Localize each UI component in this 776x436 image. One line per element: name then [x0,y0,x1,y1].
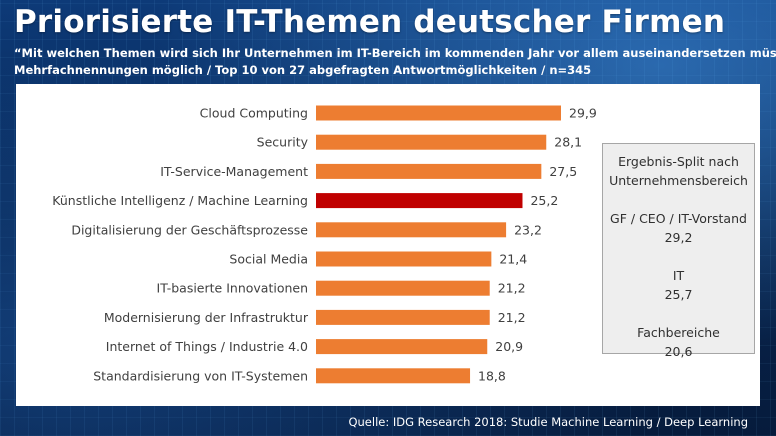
split-group-label: GF / CEO / IT-Vorstand [610,211,747,226]
page-title: Priorisierte IT-Themen deutscher Firmen [14,4,726,40]
value-label: 21,2 [498,310,526,325]
split-group-value: 25,7 [664,287,693,302]
category-label: Digitalisierung der Geschäftsprozesse [71,222,308,237]
survey-note: Mehrfachnennungen möglich / Top 10 von 2… [14,63,592,77]
split-group-management: GF / CEO / IT-Vorstand 29,2 [603,209,754,247]
bar [316,339,488,355]
split-group-label: IT [672,268,685,283]
split-group-value: 20,6 [664,344,693,359]
category-label: Social Media [229,252,308,267]
value-label: 20,9 [495,339,523,354]
category-label: Künstliche Intelligenz / Machine Learnin… [52,193,308,208]
category-label: Internet of Things / Industrie 4.0 [106,339,308,354]
split-heading: Ergebnis-Split nach Unternehmensbereich [603,152,754,190]
value-label: 28,1 [554,135,582,150]
split-group-it: IT 25,7 [603,266,754,304]
bar [316,251,492,267]
category-label: Modernisierung der Infrastruktur [104,310,309,325]
split-group-business: Fachbereiche 20,6 [603,323,754,361]
source-note: Quelle: IDG Research 2018: Studie Machin… [348,415,748,429]
chart-panel: Cloud Computing 29,9 Security 28,1 IT-Servic… [16,84,760,406]
category-label: IT-basierte Innovationen [157,281,308,296]
value-label: 18,8 [478,368,506,383]
value-label: 23,2 [514,222,542,237]
split-group-label: Fachbereiche [637,325,720,340]
category-label: Cloud Computing [200,106,308,121]
category-label: IT-Service-Management [160,164,308,179]
value-label: 29,9 [569,106,597,121]
bar-chart: Cloud Computing 29,9 Security 28,1 IT-Servic… [52,105,597,384]
category-label: Standardisierung von IT-Systemen [93,368,308,383]
value-label: 21,2 [498,281,526,296]
value-label: 27,5 [549,164,577,179]
bar [316,368,471,384]
bar [316,280,490,296]
value-label: 21,4 [499,252,527,267]
bar [316,309,490,325]
bar [316,163,542,179]
result-split-box: Ergebnis-Split nach Unternehmensbereich … [602,143,755,359]
bar [316,134,547,150]
category-label: Security [257,135,309,150]
bar [316,105,561,121]
value-label: 25,2 [530,193,558,208]
bar [316,222,507,238]
split-heading-line2: Unternehmensbereich [609,173,748,188]
survey-question: “Mit welchen Themen wird sich Ihr Untern… [14,46,776,60]
bar-highlighted [316,193,523,209]
split-group-value: 29,2 [664,230,693,245]
split-heading-line1: Ergebnis-Split nach [618,154,739,169]
